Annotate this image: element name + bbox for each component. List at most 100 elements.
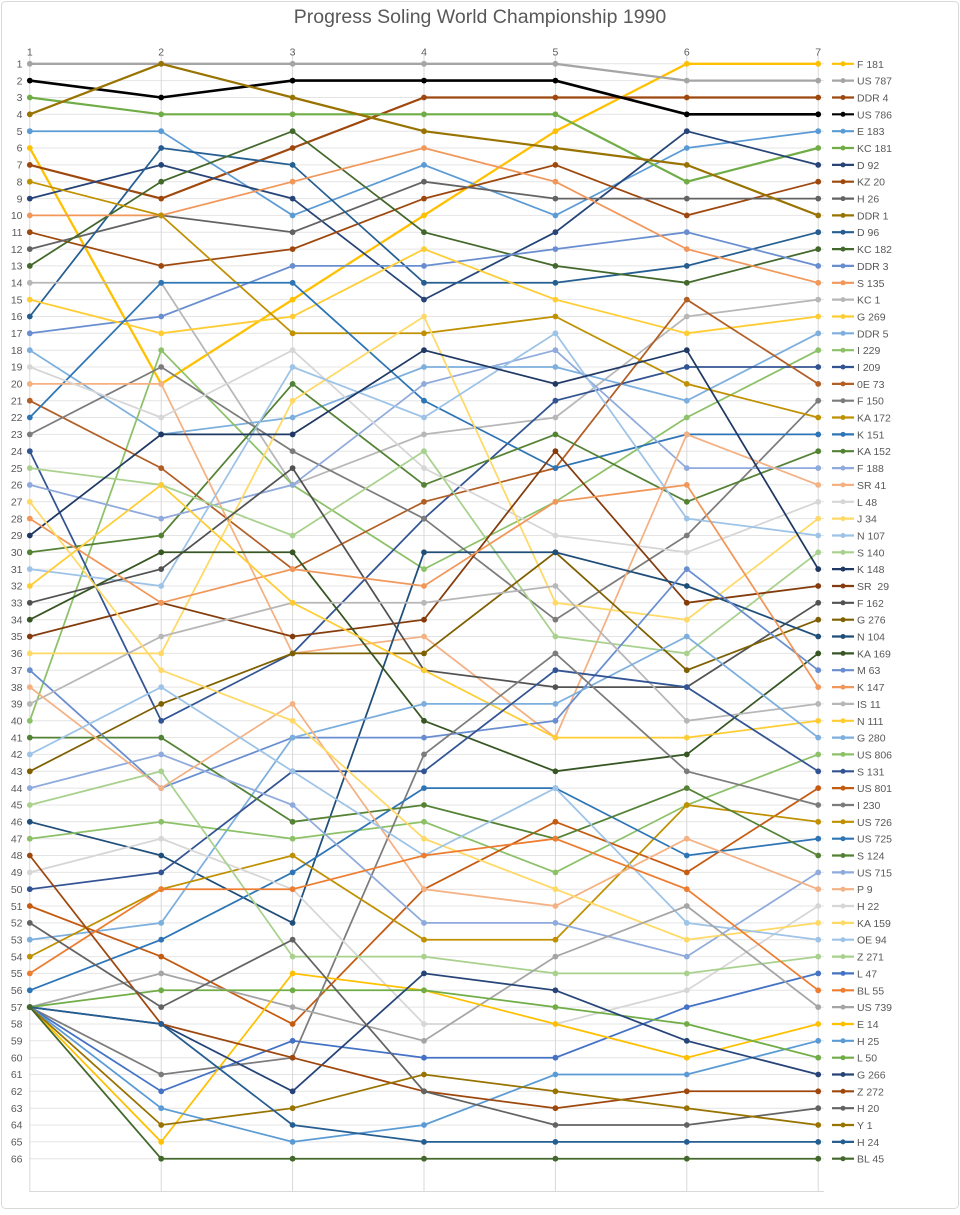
svg-text:DDR 4: DDR 4	[857, 93, 889, 105]
svg-text:G 276: G 276	[857, 615, 886, 627]
svg-text:US 725: US 725	[857, 834, 892, 846]
svg-text:KA 169: KA 169	[857, 648, 891, 660]
svg-text:KC 181: KC 181	[857, 143, 892, 155]
svg-text:8: 8	[17, 176, 23, 188]
svg-text:K 151: K 151	[857, 429, 885, 441]
svg-text:66: 66	[11, 1153, 23, 1165]
svg-text:25: 25	[11, 463, 23, 475]
svg-text:3: 3	[17, 92, 23, 104]
svg-text:I 230: I 230	[857, 800, 881, 812]
svg-text:F 162: F 162	[857, 598, 884, 610]
svg-text:BL 55: BL 55	[857, 985, 884, 997]
svg-text:KA 159: KA 159	[857, 918, 891, 930]
svg-text:36: 36	[11, 648, 23, 660]
svg-text:11: 11	[12, 227, 23, 239]
svg-text:14: 14	[11, 278, 23, 290]
svg-text:BL 45: BL 45	[857, 1154, 884, 1166]
svg-text:63: 63	[11, 1103, 23, 1115]
svg-text:Progress Soling World Champion: Progress Soling World Championship 1990	[294, 6, 667, 28]
svg-text:5: 5	[552, 47, 558, 59]
svg-text:N 104: N 104	[857, 632, 885, 644]
svg-text:59: 59	[11, 1036, 23, 1048]
svg-text:5: 5	[17, 126, 23, 138]
svg-text:H 25: H 25	[857, 1036, 879, 1048]
svg-text:2: 2	[17, 75, 23, 87]
svg-text:56: 56	[11, 985, 23, 997]
svg-text:18: 18	[11, 345, 23, 357]
svg-text:S 124: S 124	[857, 851, 885, 863]
svg-text:38: 38	[11, 682, 23, 694]
svg-text:41: 41	[11, 732, 23, 744]
svg-text:S 140: S 140	[857, 547, 885, 559]
svg-text:15: 15	[11, 294, 23, 306]
svg-text:55: 55	[11, 968, 23, 980]
svg-text:39: 39	[11, 699, 23, 711]
svg-text:24: 24	[11, 446, 23, 458]
svg-text:12: 12	[11, 244, 23, 256]
svg-text:G 269: G 269	[857, 312, 886, 324]
svg-text:E 14: E 14	[857, 1019, 879, 1031]
svg-text:22: 22	[11, 412, 23, 424]
svg-text:US 801: US 801	[857, 783, 892, 795]
svg-text:35: 35	[11, 631, 23, 643]
svg-text:54: 54	[11, 951, 23, 963]
svg-text:42: 42	[11, 749, 23, 761]
svg-text:DDR 1: DDR 1	[857, 210, 889, 222]
svg-text:47: 47	[11, 833, 23, 845]
svg-text:32: 32	[11, 581, 23, 593]
svg-text:US 739: US 739	[857, 1002, 892, 1014]
svg-text:61: 61	[11, 1069, 23, 1081]
svg-text:16: 16	[11, 311, 23, 323]
svg-text:2: 2	[158, 47, 164, 59]
svg-text:H 24: H 24	[857, 1137, 879, 1149]
svg-text:D 96: D 96	[857, 227, 879, 239]
svg-text:F 181: F 181	[857, 59, 884, 71]
svg-text:46: 46	[11, 817, 23, 829]
svg-text:23: 23	[11, 429, 23, 441]
svg-text:E 183: E 183	[857, 126, 885, 138]
svg-text:17: 17	[11, 328, 23, 340]
svg-text:K 147: K 147	[857, 682, 885, 694]
svg-text:34: 34	[11, 614, 23, 626]
svg-text:45: 45	[11, 800, 23, 812]
svg-text:52: 52	[11, 918, 23, 930]
svg-text:US 786: US 786	[857, 109, 892, 121]
svg-text:Z 271: Z 271	[857, 952, 884, 964]
svg-text:30: 30	[11, 547, 23, 559]
svg-text:6: 6	[684, 47, 690, 59]
svg-text:3: 3	[290, 47, 296, 59]
svg-text:P 9: P 9	[857, 884, 873, 896]
svg-text:26: 26	[11, 480, 23, 492]
svg-text:L 50: L 50	[857, 1053, 877, 1065]
svg-text:62: 62	[11, 1086, 23, 1098]
svg-text:43: 43	[11, 766, 23, 778]
svg-text:40: 40	[11, 716, 23, 728]
svg-text:OE 94: OE 94	[857, 935, 887, 947]
svg-text:H 26: H 26	[857, 194, 879, 206]
svg-text:4: 4	[421, 47, 427, 59]
svg-text:31: 31	[11, 564, 23, 576]
svg-text:10: 10	[11, 210, 23, 222]
svg-text:KC 182: KC 182	[857, 244, 892, 256]
svg-text:60: 60	[11, 1052, 23, 1064]
svg-text:I 209: I 209	[857, 362, 881, 374]
svg-text:27: 27	[11, 497, 23, 509]
svg-text:58: 58	[11, 1019, 23, 1031]
svg-text:57: 57	[11, 1002, 23, 1014]
svg-text:L 47: L 47	[857, 968, 877, 980]
svg-text:SR 41: SR 41	[857, 480, 886, 492]
svg-text:I 229: I 229	[857, 345, 881, 357]
svg-text:Z 272: Z 272	[857, 1086, 884, 1098]
svg-text:N 111: N 111	[857, 716, 884, 728]
svg-text:J 34: J 34	[857, 514, 877, 526]
svg-text:53: 53	[11, 934, 23, 946]
svg-text:19: 19	[11, 362, 23, 374]
svg-text:9: 9	[17, 193, 23, 205]
svg-text:33: 33	[11, 598, 23, 610]
svg-text:1: 1	[17, 59, 23, 71]
svg-text:21: 21	[11, 395, 23, 407]
svg-text:H 22: H 22	[857, 901, 879, 913]
svg-text:7: 7	[17, 160, 23, 172]
svg-text:KA 172: KA 172	[857, 413, 891, 425]
svg-text:37: 37	[11, 665, 23, 677]
